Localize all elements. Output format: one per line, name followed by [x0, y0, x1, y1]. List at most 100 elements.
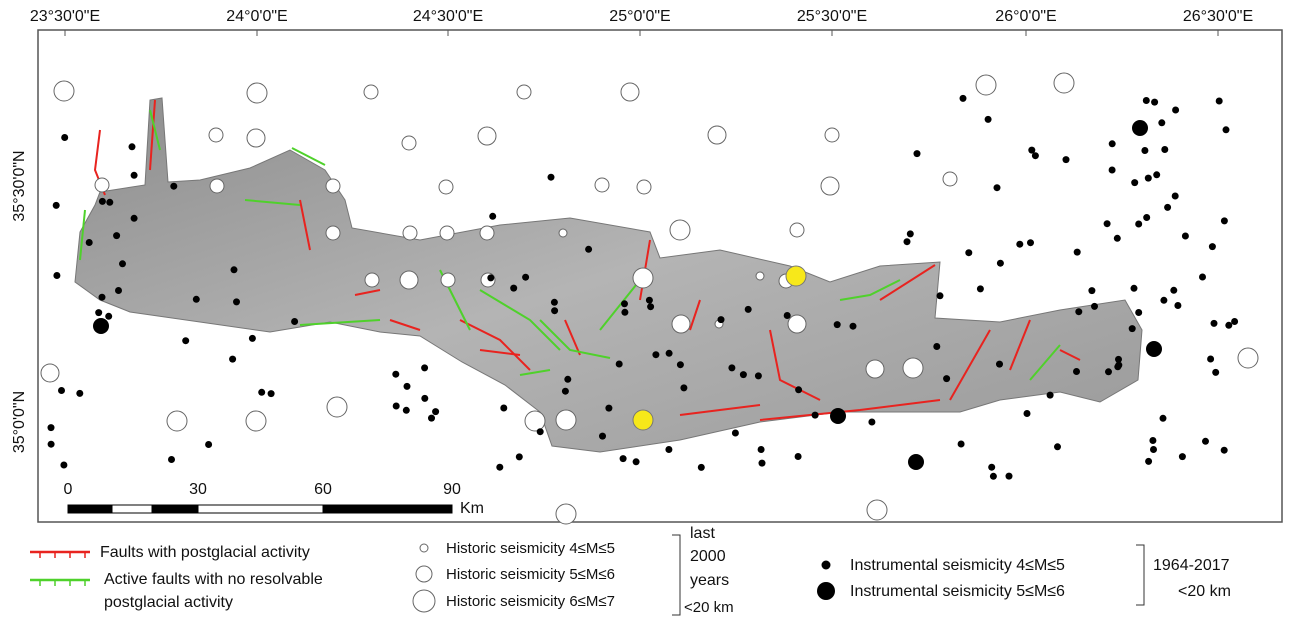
historic-event	[903, 358, 923, 378]
instrumental-event	[393, 403, 400, 410]
scale-zero: 0	[64, 481, 73, 498]
historic-event-highlight	[786, 266, 806, 286]
instrumental-event	[795, 386, 802, 393]
instrumental-event	[1047, 392, 1054, 399]
instrumental-event	[1109, 167, 1116, 174]
historic-event	[867, 500, 887, 520]
instrumental-event	[516, 453, 523, 460]
instrumental-event	[1105, 368, 1112, 375]
instrumental-event	[60, 462, 67, 469]
instrumental-event	[168, 456, 175, 463]
historic-event	[478, 127, 496, 145]
instrumental-event	[392, 371, 399, 378]
historic-event	[402, 136, 416, 150]
legend-label: Faults with postglacial activity	[100, 544, 310, 561]
instrumental-event	[131, 215, 138, 222]
instrumental-event	[1212, 369, 1219, 376]
instrumental-event	[496, 464, 503, 471]
instrumental-event	[1223, 126, 1230, 133]
instrumental-event	[732, 430, 739, 437]
instrumental-event	[958, 441, 965, 448]
instrumental-event	[258, 389, 265, 396]
instrumental-event	[585, 246, 592, 253]
instrumental-event	[977, 285, 984, 292]
lon-label: 24°0'0"E	[226, 8, 287, 25]
instrumental-event	[1104, 220, 1111, 227]
instrumental-event	[119, 260, 126, 267]
historic-event	[210, 179, 224, 193]
instrumental-event	[115, 287, 122, 294]
instrumental-event	[1182, 233, 1189, 240]
instrumental-event	[784, 312, 791, 319]
instrumental-event	[1231, 318, 1238, 325]
historic-event	[327, 397, 347, 417]
historic-event	[167, 411, 187, 431]
lon-label: 23°30'0"E	[30, 8, 100, 25]
instrumental-event	[665, 446, 672, 453]
instrumental-event	[1032, 152, 1039, 159]
scale-90: 90	[443, 481, 461, 498]
instrumental-event	[1141, 147, 1148, 154]
instrumental-event	[1143, 214, 1150, 221]
instrumental-event	[61, 134, 68, 141]
instrumental-event	[996, 361, 1003, 368]
legend-period: 2000	[690, 548, 726, 565]
instrumental-event	[1091, 303, 1098, 310]
instrumental-event	[646, 297, 653, 304]
instrumental-event	[510, 285, 517, 292]
lon-label: 25°30'0"E	[797, 8, 867, 25]
instrumental-event	[428, 415, 435, 422]
legend-label: Instrumental seismicity 5≤M≤6	[850, 583, 1065, 600]
instrumental-event	[58, 387, 65, 394]
instrumental-event	[616, 361, 623, 368]
scale-bar	[68, 505, 452, 513]
instrumental-event	[647, 303, 654, 310]
historic-event	[326, 226, 340, 240]
instrumental-event	[1225, 322, 1232, 329]
instrumental-event	[994, 184, 1001, 191]
instrumental-event	[1150, 446, 1157, 453]
scale-60: 60	[314, 481, 332, 498]
instrumental-event	[99, 294, 106, 301]
instrumental-event	[1114, 235, 1121, 242]
instrumental-event	[943, 375, 950, 382]
historic-event	[559, 229, 567, 237]
instrumental-event	[548, 174, 555, 181]
historic-event	[326, 179, 340, 193]
instrumental-event	[1170, 287, 1177, 294]
historic-event	[440, 226, 454, 240]
map-figure: 0 30 60 90 Km 35°30'0"N 35°0'0"N Faults …	[0, 0, 1294, 625]
instrumental-event-large	[908, 454, 924, 470]
instrumental-event	[1109, 140, 1116, 147]
historic-event	[708, 126, 726, 144]
instrumental-event	[193, 296, 200, 303]
legend-label: postglacial activity	[104, 594, 233, 611]
historic-event	[364, 85, 378, 99]
instrumental-event	[291, 318, 298, 325]
instrumental-event	[1145, 175, 1152, 182]
instrumental-event	[1160, 415, 1167, 422]
instrumental-event	[1131, 285, 1138, 292]
historic-event	[365, 273, 379, 287]
instrumental-event	[599, 433, 606, 440]
historic-event	[439, 180, 453, 194]
instrumental-event	[1016, 241, 1023, 248]
historic-event	[788, 315, 806, 333]
instrumental-event	[759, 460, 766, 467]
instrumental-event	[990, 473, 997, 480]
scale-unit: Km	[460, 500, 484, 517]
historic-event	[403, 226, 417, 240]
scale-30: 30	[189, 481, 207, 498]
instrumental-event	[1149, 437, 1156, 444]
instrumental-event	[1153, 171, 1160, 178]
instrumental-event	[834, 321, 841, 328]
legend-period: <20 km	[1178, 583, 1231, 600]
instrumental-event	[633, 458, 640, 465]
instrumental-event	[432, 408, 439, 415]
historic-event	[441, 273, 455, 287]
instrumental-event	[1221, 217, 1228, 224]
historic-event	[825, 128, 839, 142]
instrumental-event	[621, 309, 628, 316]
instrumental-event	[1199, 274, 1206, 281]
instrumental-event	[1179, 453, 1186, 460]
